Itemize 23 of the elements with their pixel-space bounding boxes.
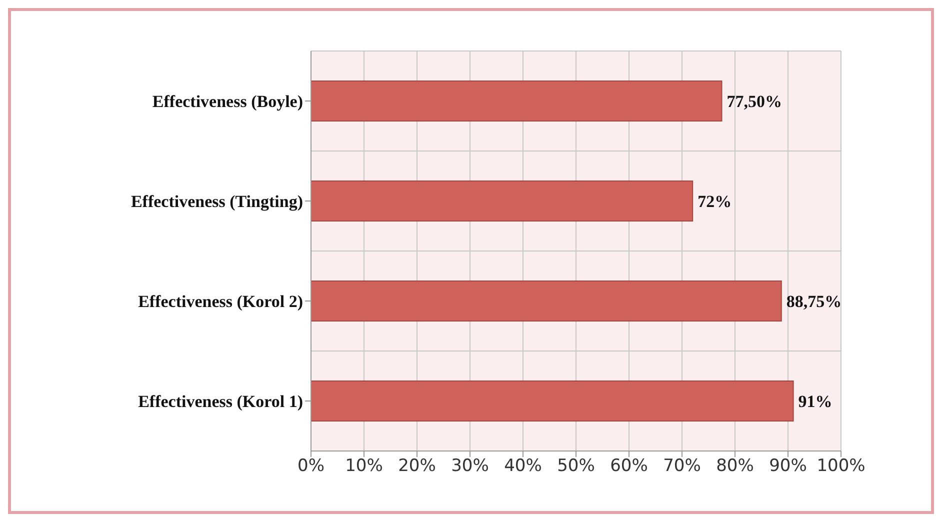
x-tick-label: 80%: [716, 456, 754, 476]
y-tick-label: Effectiveness (Boyle): [152, 92, 303, 112]
x-tick-label: 70%: [663, 456, 701, 476]
x-tick-label: 20%: [398, 456, 436, 476]
data-label: 72%: [698, 192, 732, 212]
x-tick-label: 90%: [769, 456, 807, 476]
bar: [311, 380, 794, 422]
y-tick-label: Effectiveness (Korol 1): [138, 392, 303, 412]
data-label: 91%: [798, 392, 832, 412]
y-tick-label: Effectiveness (Tingting): [130, 192, 303, 212]
x-tick-label: 60%: [610, 456, 648, 476]
x-tick-label: 40%: [504, 456, 542, 476]
x-tick-label: 100%: [816, 456, 866, 476]
bar: [311, 180, 694, 222]
x-tick-label: 10%: [345, 456, 383, 476]
bar: [311, 280, 782, 322]
bar: [311, 80, 722, 122]
x-tick-label: 30%: [451, 456, 489, 476]
x-tick-label: 50%: [557, 456, 595, 476]
data-label: 77,50%: [726, 92, 782, 112]
data-label: 88,75%: [786, 292, 842, 312]
y-tick-label: Effectiveness (Korol 2): [138, 292, 303, 312]
x-tick-label: 0%: [298, 456, 324, 476]
